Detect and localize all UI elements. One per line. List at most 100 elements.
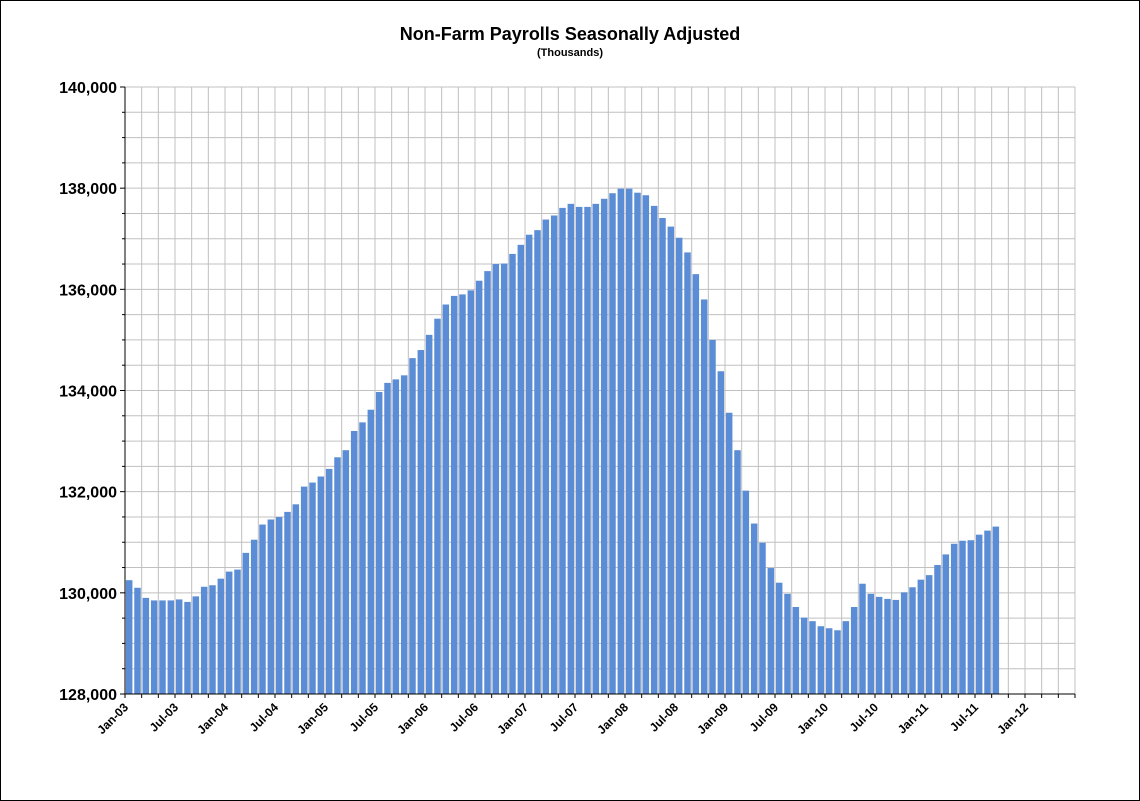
bar <box>725 412 733 694</box>
bar <box>625 188 633 695</box>
bar <box>284 511 291 694</box>
y-tick-label: 140,000 <box>59 80 117 97</box>
bar <box>592 203 600 694</box>
bar <box>259 524 266 694</box>
bar <box>692 274 700 694</box>
bar <box>684 252 691 694</box>
x-tick-label: Jul-11 <box>947 700 981 734</box>
bar <box>400 375 408 694</box>
bar <box>567 203 575 694</box>
bar <box>375 392 383 694</box>
bar <box>959 540 966 694</box>
bar <box>484 271 491 694</box>
x-tick-label: Jan-06 <box>394 700 431 737</box>
bar <box>675 237 683 694</box>
bar <box>859 583 866 694</box>
bar <box>942 554 950 694</box>
bar <box>275 516 283 694</box>
bar <box>850 606 858 694</box>
bar <box>900 592 908 694</box>
bar <box>559 207 566 694</box>
bar <box>967 540 975 694</box>
bar <box>384 382 391 694</box>
bar <box>809 621 816 694</box>
y-tick-label: 130,000 <box>59 586 117 603</box>
bar <box>184 601 191 694</box>
bar <box>317 476 325 694</box>
bar <box>659 218 666 694</box>
bar <box>667 226 675 695</box>
bar <box>292 504 300 694</box>
bar <box>150 600 158 694</box>
bar <box>267 519 275 694</box>
bar <box>750 523 758 694</box>
bar <box>925 575 933 694</box>
bar <box>142 597 150 694</box>
x-tick-label: Jul-04 <box>247 700 282 735</box>
x-tick-label: Jan-08 <box>594 700 631 737</box>
bar <box>225 571 233 694</box>
x-tick-label: Jul-06 <box>447 700 482 735</box>
bar <box>492 264 500 694</box>
bar <box>734 450 741 694</box>
bar <box>917 579 925 694</box>
bar <box>584 206 591 694</box>
x-tick-label: Jul-08 <box>647 700 682 735</box>
bar <box>409 358 416 694</box>
bar <box>767 568 775 694</box>
bar <box>175 599 183 694</box>
bar <box>975 534 983 694</box>
bar <box>992 526 1000 694</box>
bar <box>867 593 875 694</box>
y-tick-label: 128,000 <box>59 687 117 704</box>
bar <box>784 593 791 694</box>
bar <box>709 339 716 694</box>
x-tick-label: Jan-12 <box>994 700 1031 737</box>
bar <box>417 350 425 694</box>
y-tick-label: 134,000 <box>59 384 117 401</box>
chart-title: Non-Farm Payrolls Seasonally Adjusted <box>399 24 741 44</box>
x-tick-label: Jul-03 <box>147 700 182 735</box>
bar <box>700 299 708 694</box>
bar <box>534 230 541 695</box>
bar <box>950 543 958 694</box>
x-tick-label: Jan-03 <box>94 700 131 737</box>
bar <box>159 600 166 694</box>
bar <box>234 569 241 694</box>
bar <box>200 586 208 694</box>
bar <box>475 280 483 694</box>
bar <box>434 318 441 694</box>
x-tick-label: Jul-10 <box>847 700 882 735</box>
bar <box>192 596 200 694</box>
bar <box>442 304 450 694</box>
bar <box>509 253 516 695</box>
bar <box>334 457 341 694</box>
bar <box>617 188 625 695</box>
bar <box>650 205 658 694</box>
bar <box>217 578 225 694</box>
bar <box>884 598 891 694</box>
bar <box>575 206 583 694</box>
bar <box>459 294 466 694</box>
x-tick-label: Jan-04 <box>194 700 231 737</box>
bar <box>775 582 783 694</box>
x-tick-label: Jan-05 <box>294 700 331 737</box>
y-tick-label: 138,000 <box>59 181 117 198</box>
x-tick-label: Jan-11 <box>895 700 932 737</box>
y-tick-label: 132,000 <box>59 485 117 502</box>
bar <box>792 606 800 694</box>
chart-subtitle: (Thousands) <box>537 47 603 59</box>
bar <box>934 565 941 694</box>
bar <box>984 530 991 694</box>
bar <box>209 585 216 694</box>
bar <box>367 409 375 694</box>
bar <box>450 295 458 694</box>
bar <box>742 490 750 694</box>
bar <box>825 628 833 694</box>
bar <box>909 587 916 694</box>
bar <box>300 486 308 694</box>
bar <box>425 334 433 694</box>
bar <box>817 626 825 694</box>
bar <box>759 542 766 694</box>
